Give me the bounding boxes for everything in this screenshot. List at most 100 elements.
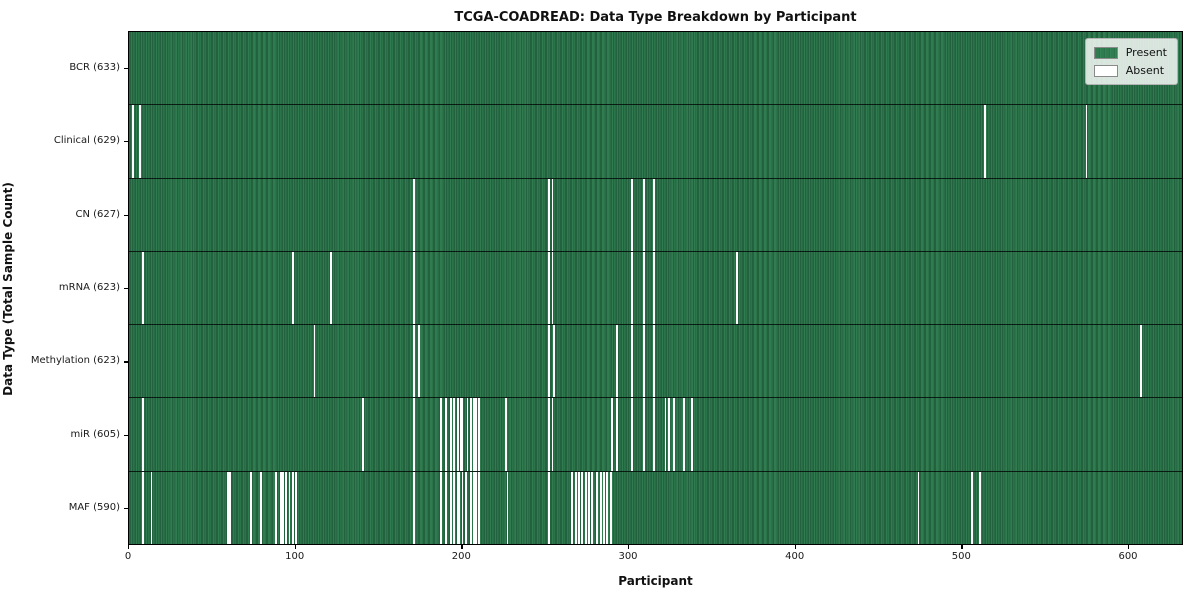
heatmap-row-maf xyxy=(129,471,1182,544)
absent-mark xyxy=(631,325,634,398)
absent-mark xyxy=(142,471,145,544)
x-tick-label: 100 xyxy=(285,551,305,562)
absent-mark xyxy=(456,398,459,471)
absent-mark xyxy=(553,325,555,398)
x-tick-mark xyxy=(294,545,296,549)
absent-mark xyxy=(578,471,580,544)
absent-mark xyxy=(581,471,584,544)
legend-label: Absent xyxy=(1125,64,1165,77)
y-tick-mark xyxy=(124,141,128,143)
absent-mark xyxy=(609,471,612,544)
absent-mark xyxy=(275,471,278,544)
heatmap-plot xyxy=(128,31,1183,545)
y-tick-label: CN (627) xyxy=(75,208,120,220)
absent-mark xyxy=(643,325,645,398)
x-tick-label: 600 xyxy=(1118,551,1138,562)
absent-mark xyxy=(691,398,694,471)
absent-mark xyxy=(465,471,467,544)
absent-mark xyxy=(142,251,145,325)
absent-mark xyxy=(450,471,452,544)
absent-mark xyxy=(917,471,920,544)
absent-mark xyxy=(440,471,442,544)
x-tick-mark xyxy=(628,545,630,549)
absent-mark xyxy=(1140,325,1143,398)
absent-mark xyxy=(506,471,509,544)
absent-mark xyxy=(473,471,476,544)
legend-item-absent: Absent xyxy=(1093,64,1167,77)
absent-mark xyxy=(132,105,135,178)
y-tick-mark xyxy=(124,67,128,69)
absent-mark xyxy=(667,398,670,471)
absent-mark xyxy=(413,251,416,325)
y-tick-label: Methylation (623) xyxy=(30,355,120,367)
absent-mark xyxy=(282,471,284,544)
absent-mark xyxy=(653,251,655,325)
absent-mark xyxy=(292,471,294,544)
absent-mark xyxy=(227,471,229,544)
absent-mark xyxy=(551,398,554,471)
absent-mark xyxy=(631,398,634,471)
y-tick-label: MAF (590) xyxy=(68,502,120,514)
absent-mark xyxy=(984,105,986,178)
absent-mark xyxy=(606,471,609,544)
absent-mark xyxy=(466,398,469,471)
absent-mark xyxy=(456,471,459,544)
absent-mark xyxy=(453,471,456,544)
absent-mark xyxy=(591,471,594,544)
legend-item-present: Present xyxy=(1093,46,1167,59)
absent-mark xyxy=(295,471,298,544)
heatmap-row-mir xyxy=(129,398,1182,472)
y-tick-label: BCR (633) xyxy=(69,61,120,73)
absent-mark xyxy=(588,471,590,544)
heatmap-row-methylation xyxy=(129,325,1182,399)
absent-mark xyxy=(616,325,619,398)
absent-mark xyxy=(461,471,464,544)
absent-mark xyxy=(653,398,655,471)
absent-mark xyxy=(551,251,554,325)
absent-mark xyxy=(548,471,550,544)
chart-title: TCGA-COADREAD: Data Type Breakdown by Pa… xyxy=(454,10,857,25)
absent-mark xyxy=(470,471,472,544)
legend-label: Present xyxy=(1125,46,1167,59)
absent-mark xyxy=(445,471,447,544)
absent-mark xyxy=(413,398,416,471)
absent-mark xyxy=(330,251,333,325)
absent-mark xyxy=(361,398,364,471)
x-tick-label: 300 xyxy=(618,551,638,562)
y-tick-mark xyxy=(124,508,128,510)
absent-mark xyxy=(413,325,416,398)
y-tick-label: miR (605) xyxy=(70,428,120,440)
absent-mark xyxy=(440,398,442,471)
absent-mark xyxy=(643,251,645,325)
y-tick-mark xyxy=(124,288,128,290)
absent-mark xyxy=(551,178,554,251)
absent-mark xyxy=(478,398,481,471)
absent-mark xyxy=(473,398,476,471)
absent-mark xyxy=(571,471,574,544)
x-tick-mark xyxy=(961,545,963,549)
absent-mark xyxy=(548,325,550,398)
absent-mark xyxy=(548,178,550,251)
absent-mark xyxy=(599,471,602,544)
heatmap-row-mrna xyxy=(129,251,1182,326)
x-tick-label: 0 xyxy=(124,551,132,562)
absent-mark xyxy=(603,471,605,544)
absent-mark xyxy=(611,398,614,471)
absent-mark xyxy=(250,471,253,544)
x-tick-mark xyxy=(128,545,130,549)
absent-mark xyxy=(643,178,645,251)
absent-mark xyxy=(616,398,619,471)
absent-mark xyxy=(445,398,447,471)
x-tick-label: 200 xyxy=(451,551,471,562)
y-tick-mark xyxy=(124,214,128,216)
absent-mark xyxy=(260,471,263,544)
absent-mark xyxy=(138,105,141,178)
y-tick-mark xyxy=(124,361,128,363)
absent-mark xyxy=(682,398,685,471)
absent-mark xyxy=(150,471,153,544)
absent-mark xyxy=(1085,105,1088,178)
heatmap-row-clinical xyxy=(129,105,1182,179)
legend: Present Absent xyxy=(1084,38,1178,85)
heatmap-row-cn xyxy=(129,178,1182,252)
